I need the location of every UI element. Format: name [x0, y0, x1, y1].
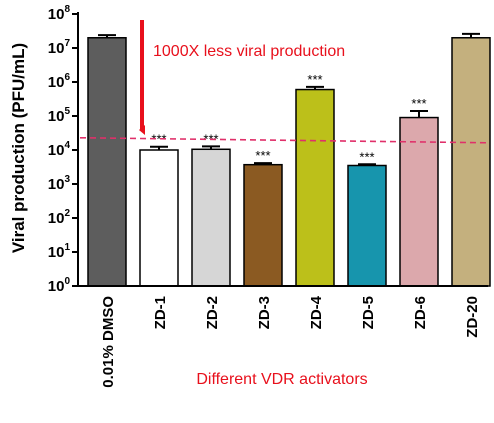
significance-label: ***	[359, 149, 374, 164]
y-tick-label: 106	[48, 72, 71, 91]
bar	[87, 37, 127, 287]
x-category-label: ZD-20	[464, 296, 481, 338]
bars	[87, 37, 491, 287]
x-category-label: ZD-4	[308, 295, 325, 329]
y-axis-label: Viral production (PFU/mL)	[9, 43, 28, 253]
annotation-text: 1000X less viral production	[153, 43, 345, 60]
significance-label: ***	[307, 72, 322, 87]
x-category-label: ZD-6	[412, 296, 429, 329]
reference-line	[79, 136, 489, 144]
significance-markers: *** ***************	[151, 72, 426, 164]
x-axis-label: Different VDR activators	[196, 371, 367, 388]
bar	[243, 163, 283, 287]
x-category-label: ZD-5	[360, 296, 377, 329]
bar	[295, 88, 335, 287]
y-tick-label: 102	[48, 208, 71, 227]
y-axis-ticks: 100 101 102 103 104 105 106 107 108	[48, 4, 78, 295]
significance-label: ***	[255, 148, 270, 163]
y-tick-label: 103	[48, 174, 71, 193]
y-tick-label: 101	[48, 242, 71, 261]
y-tick-label: 107	[48, 38, 71, 57]
significance-label: ***	[151, 132, 166, 147]
x-category-label: ZD-2	[204, 296, 221, 329]
bar	[191, 148, 231, 287]
x-category-label: ZD-1	[152, 296, 169, 329]
y-tick-label: 105	[48, 106, 71, 125]
error-bars	[98, 32, 480, 166]
bar	[139, 149, 179, 287]
x-category-label: 0.01% DMSO	[100, 296, 117, 388]
y-tick-label: 100	[48, 276, 71, 295]
significance-label: ***	[411, 96, 426, 111]
bar	[347, 164, 387, 287]
y-tick-label: 104	[48, 140, 71, 159]
x-axis-categories: 0.01% DMSO ZD-1 ZD-2 ZD-3 ZD-4 ZD-5 ZD-6 ZD-20	[100, 295, 481, 387]
bar	[451, 37, 491, 287]
x-category-label: ZD-3	[256, 296, 273, 329]
y-tick-label: 108	[48, 4, 71, 23]
